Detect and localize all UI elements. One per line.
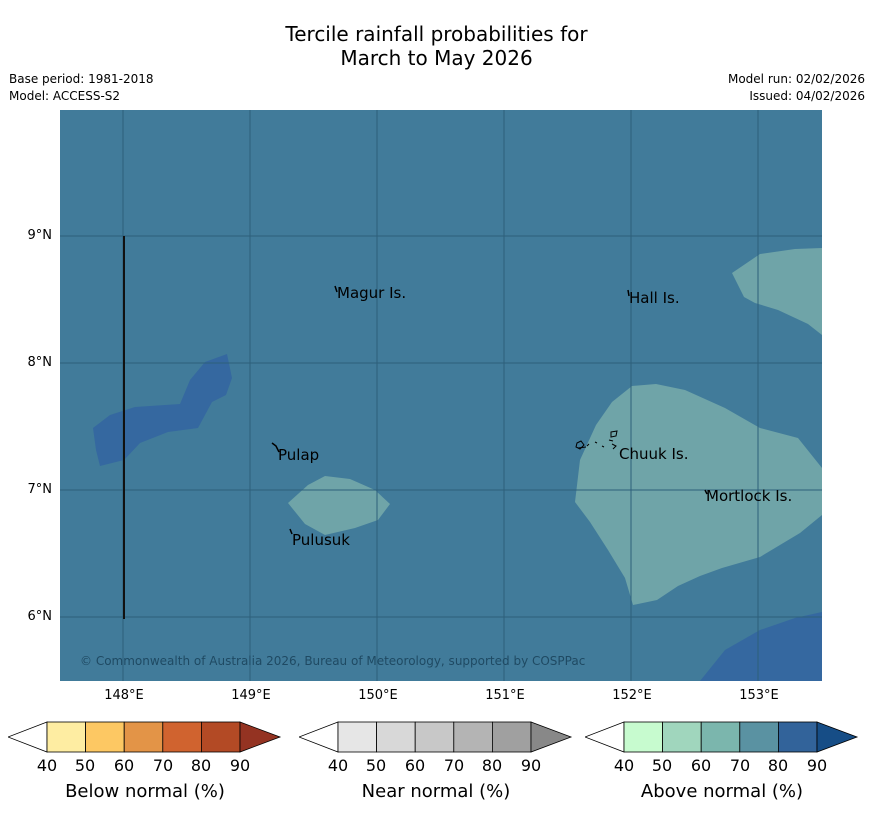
above-swatch-2 — [662, 721, 702, 753]
chuuk-islet-3 — [586, 443, 590, 447]
below-tick-70: 70 — [152, 756, 174, 775]
rainfall-map: Magur Is. Hall Is. Pulap Chuuk Is. Mortl… — [60, 110, 822, 681]
chuuk-islet-2 — [577, 446, 587, 449]
legend-near-normal-colorbar — [299, 721, 573, 753]
below-swatch-6 — [239, 721, 282, 753]
place-label-hall: Hall Is. — [629, 289, 680, 307]
legend-near-normal-title: Near normal (%) — [361, 781, 511, 802]
near-swatch-4 — [453, 721, 493, 753]
above-swatch-3 — [700, 721, 741, 753]
base-period: Base period: 1981-2018 — [9, 72, 154, 86]
copyright-note: © Commonwealth of Australia 2026, Bureau… — [80, 654, 585, 668]
above-tick-70: 70 — [729, 756, 751, 775]
chuuk-islet-6 — [610, 430, 618, 438]
near-tick-80: 80 — [481, 756, 503, 775]
meta-left: Base period: 1981-2018 Model: ACCESS-S2 — [9, 71, 154, 105]
graticule — [60, 110, 822, 681]
near-tick-40: 40 — [327, 756, 349, 775]
hall-island-shape — [627, 289, 630, 297]
place-label-chuuk: Chuuk Is. — [619, 445, 688, 463]
above-70-patch-chuuk — [575, 384, 822, 605]
above-tick-90: 90 — [806, 756, 828, 775]
legend-above-normal-colorbar — [585, 721, 859, 753]
lat-label-8n: 8°N — [27, 355, 53, 370]
title-line-2: March to May 2026 — [340, 46, 533, 70]
chuuk-islet-4 — [594, 441, 598, 444]
issued-date: Issued: 04/02/2026 — [749, 89, 865, 103]
near-tick-70: 70 — [443, 756, 465, 775]
place-label-pulusuk: Pulusuk — [292, 531, 350, 549]
place-label-magur: Magur Is. — [337, 284, 406, 302]
below-swatch-2 — [85, 721, 125, 753]
near-swatch-3 — [414, 721, 455, 753]
lon-label-152e: 152°E — [612, 688, 652, 703]
above-tick-80: 80 — [767, 756, 789, 775]
chuuk-islet-7 — [608, 439, 614, 442]
chart-title: Tercile rainfall probabilities for March… — [0, 22, 873, 70]
below-swatch-3 — [123, 721, 164, 753]
below-swatch-5 — [200, 721, 241, 753]
near-swatch-1 — [337, 721, 377, 753]
near-swatch-5 — [491, 721, 532, 753]
near-tick-50: 50 — [365, 756, 387, 775]
place-label-mortlock: Mortlock Is. — [706, 487, 792, 505]
ocean-background — [60, 110, 822, 681]
lat-label-6n: 6°N — [27, 609, 53, 624]
island-outlines — [271, 285, 708, 535]
below-tick-60: 60 — [113, 756, 135, 775]
above-swatch-6 — [816, 721, 859, 753]
above-70-patch-pulap — [288, 476, 390, 535]
above-swatch-5 — [777, 721, 818, 753]
lon-label-153e: 153°E — [739, 688, 779, 703]
below-tick-50: 50 — [74, 756, 96, 775]
above-swatch-4 — [739, 721, 779, 753]
magur-island-shape — [334, 285, 338, 293]
legend-below-normal-title: Below normal (%) — [65, 781, 225, 802]
title-line-1: Tercile rainfall probabilities for — [285, 22, 588, 46]
below-swatch-1 — [46, 721, 86, 753]
below-tick-40: 40 — [36, 756, 58, 775]
near-swatch-6 — [530, 721, 573, 753]
lon-label-149e: 149°E — [231, 688, 271, 703]
above-swatch-0 — [585, 721, 625, 753]
legend-below-normal-colorbar — [8, 721, 282, 753]
above-80-patch-west — [93, 354, 232, 466]
near-swatch-0 — [299, 721, 339, 753]
legend-above-normal-title: Above normal (%) — [640, 781, 804, 802]
above-70-patch-northeast — [732, 248, 822, 335]
chuuk-lagoon-islands — [575, 430, 618, 450]
place-label-pulap: Pulap — [278, 446, 319, 464]
below-tick-80: 80 — [190, 756, 212, 775]
below-swatch-4 — [162, 721, 202, 753]
above-tick-60: 60 — [690, 756, 712, 775]
above-80-patch-south — [700, 612, 822, 681]
pulusuk-island-shape — [289, 528, 293, 535]
lon-label-148e: 148°E — [104, 688, 144, 703]
below-swatch-0 — [8, 721, 48, 753]
model-name: Model: ACCESS-S2 — [9, 89, 121, 103]
model-run-date: Model run: 02/02/2026 — [727, 72, 865, 86]
above-swatch-1 — [623, 721, 663, 753]
chuuk-islet-5 — [601, 445, 605, 448]
lat-label-9n: 9°N — [27, 228, 53, 243]
mortlock-island-shape — [704, 489, 708, 495]
near-tick-90: 90 — [520, 756, 542, 775]
near-tick-60: 60 — [404, 756, 426, 775]
lat-label-7n: 7°N — [27, 482, 53, 497]
lon-label-150e: 150°E — [358, 688, 398, 703]
lon-label-151e: 151°E — [485, 688, 525, 703]
above-tick-50: 50 — [651, 756, 673, 775]
above-tick-40: 40 — [613, 756, 635, 775]
pulap-island-shape — [271, 442, 280, 453]
near-swatch-2 — [376, 721, 416, 753]
meta-right: Model run: 02/02/2026 Issued: 04/02/2026 — [728, 71, 865, 105]
below-tick-90: 90 — [229, 756, 251, 775]
chuuk-islet-8 — [611, 443, 617, 450]
